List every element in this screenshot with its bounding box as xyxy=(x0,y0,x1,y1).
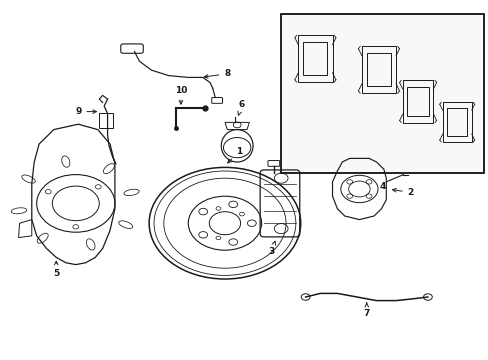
Text: 6: 6 xyxy=(237,100,244,115)
Bar xyxy=(298,35,332,82)
Text: 5: 5 xyxy=(53,261,59,278)
Bar xyxy=(446,108,467,136)
Bar xyxy=(99,113,113,128)
Bar xyxy=(281,14,483,173)
Bar xyxy=(402,81,433,123)
Bar xyxy=(366,54,390,86)
Text: 10: 10 xyxy=(174,86,187,104)
Text: 9: 9 xyxy=(75,107,96,116)
Text: 1: 1 xyxy=(227,147,242,163)
Text: 2: 2 xyxy=(392,188,413,197)
Text: 3: 3 xyxy=(268,241,275,256)
Bar xyxy=(303,42,327,75)
Text: 8: 8 xyxy=(204,69,230,78)
Text: 4: 4 xyxy=(379,182,385,191)
Bar xyxy=(281,14,483,173)
Bar xyxy=(442,102,471,142)
Bar xyxy=(407,87,428,116)
Text: 7: 7 xyxy=(363,303,369,318)
Bar xyxy=(361,46,395,93)
